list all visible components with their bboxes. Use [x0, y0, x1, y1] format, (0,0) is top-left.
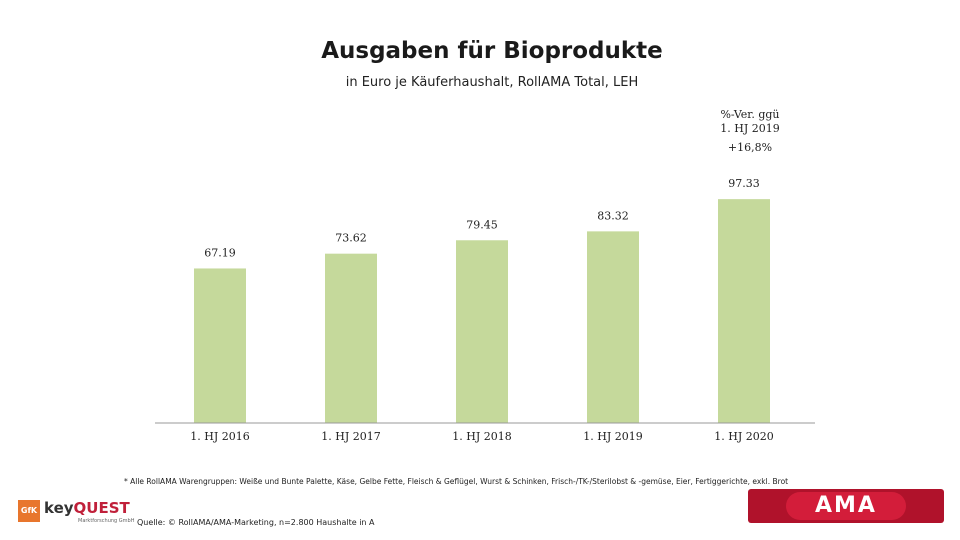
- keyquest-key: key: [44, 499, 74, 517]
- bar-4: [587, 231, 639, 423]
- chart-subtitle: in Euro je Käuferhaushalt, RollAMA Total…: [345, 75, 639, 90]
- bars-layer: 67.19 1. HJ 2016 73.62 1. HJ 2017 79.45 1. HJ…: [190, 177, 774, 443]
- footnote: * Alle RollAMA Warengruppen: Weiße und B…: [124, 477, 789, 486]
- change-header-line1: %-Ver. ggü: [720, 108, 779, 121]
- source-note: Quelle: © RollAMA/AMA-Marketing, n=2.800…: [137, 518, 375, 527]
- keyquest-quest: QUEST: [73, 499, 130, 517]
- bar-value-label-3: 79.45: [466, 218, 498, 231]
- keyquest-subline: Marktforschung GmbH: [78, 518, 135, 524]
- bar-value-label-2: 73.62: [335, 232, 367, 245]
- ama-logo-text: AMA: [786, 492, 906, 520]
- keyquest-logo-text: keyQUEST: [44, 500, 130, 516]
- bar-value-label-1: 67.19: [204, 246, 236, 259]
- bar-value-label-5: 97.33: [728, 177, 760, 190]
- bar-3: [456, 240, 508, 423]
- x-tick-label-2: 1. HJ 2017: [321, 430, 381, 443]
- x-tick-label-1: 1. HJ 2016: [190, 430, 250, 443]
- ama-logo: AMA: [748, 489, 944, 523]
- bar-value-label-4: 83.32: [597, 209, 629, 222]
- change-header-line2: 1. HJ 2019: [720, 122, 780, 135]
- chart-title: Ausgaben für Bioprodukte: [321, 38, 663, 64]
- gfk-keyquest-logo: GfK keyQUEST Marktforschung GmbH: [18, 500, 134, 524]
- x-tick-label-3: 1. HJ 2018: [452, 430, 512, 443]
- bar-5: [718, 199, 770, 423]
- gfk-logo-box: GfK: [18, 500, 40, 522]
- bar-1: [194, 268, 246, 423]
- x-tick-label-4: 1. HJ 2019: [583, 430, 643, 443]
- change-value: +16,8%: [728, 141, 772, 154]
- x-tick-label-5: 1. HJ 2020: [714, 430, 774, 443]
- bar-2: [325, 253, 377, 423]
